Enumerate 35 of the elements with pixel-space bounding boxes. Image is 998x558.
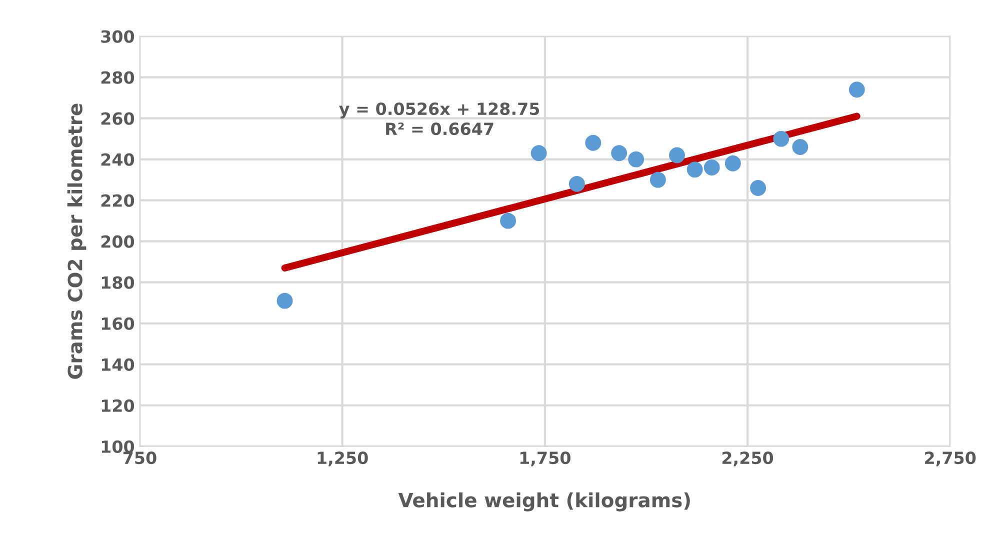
y-axis-title: Grams CO2 per kilometre [67,104,86,379]
point [530,145,547,162]
point [686,162,703,178]
annotation: y = 0.0526x + 128.75 R² = 0.6647 [339,102,540,136]
point [628,151,644,168]
y-tick-label: 100 [102,440,134,453]
x-axis-title: Vehicle weight (kilograms) [398,492,690,512]
x-tick-label: 750 [123,452,156,464]
point [773,130,790,147]
y-tick-label: 280 [101,71,134,84]
y-tick-label: 200 [101,235,134,248]
y-tick-label: 300 [101,30,134,43]
y-tick-label: 120 [102,399,134,412]
y-tick-label: 140 [102,358,134,371]
x-tick-label: 2,250 [722,452,774,466]
x-tick-label: 1,750 [520,452,570,466]
point [669,147,685,164]
point [500,212,516,229]
y-tick-label: 180 [102,276,134,289]
point [704,160,720,176]
point [276,292,293,309]
point [792,139,808,155]
y-tick-label: 160 [102,317,134,330]
point [848,82,865,98]
y-tick-label: 240 [101,153,134,166]
point [750,180,766,196]
x-tick-label: 1,250 [318,452,368,466]
y-tick-label: 220 [101,194,134,207]
point [585,134,602,151]
y-tick-label: 260 [101,112,134,125]
point [568,176,585,192]
point [611,145,628,162]
point [650,172,666,188]
x-tick-label: 2,750 [925,452,976,466]
point [724,155,741,172]
